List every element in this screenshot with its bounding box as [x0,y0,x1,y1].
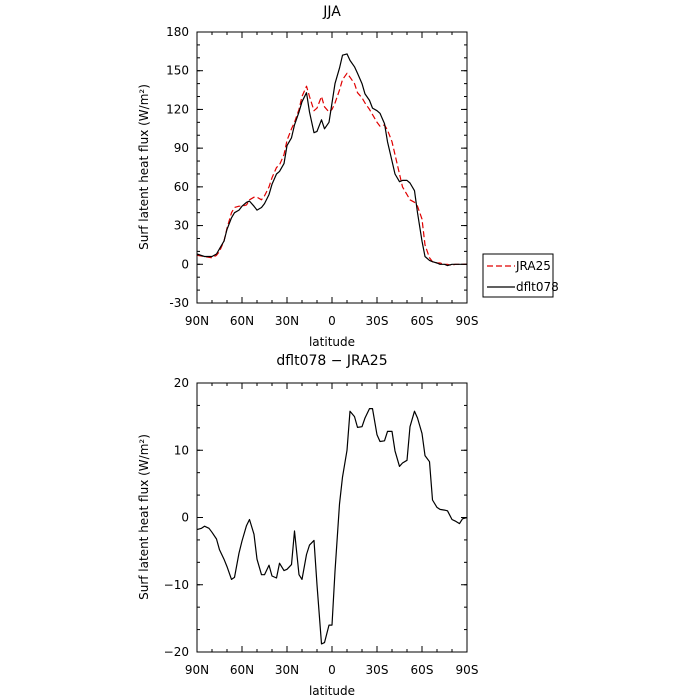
bottom-x-tick-label: 30S [366,663,389,677]
top-legend: JRA25 dflt078 [482,253,559,298]
bottom-x-tick-label: 90S [456,663,479,677]
top-plot-frame [196,31,468,304]
bottom-plot-frame [196,382,468,653]
top-chart-title: JJA [322,4,341,20]
bottom-panel: dflt078 − JRA25 −20 −10 0 10 20 90N 60N 30N 0 30S… [137,353,478,698]
top-series-group [196,53,467,267]
top-y-tick-label: -30 [169,296,189,310]
top-y-tick-label: 120 [166,102,189,116]
bottom-y-tick-label: 0 [181,511,189,525]
bottom-x-tick-label: 60N [230,663,254,677]
top-y-tick-label: 0 [181,257,189,271]
bottom-series-line-series0 [196,408,468,645]
bottom-chart-title: dflt078 − JRA25 [276,353,387,369]
top-y-tick-label: 30 [174,219,189,233]
top-panel: JJA -30 0 30 60 90 120 150 180 90N 60N 30N 0 30S 60S 9… [137,4,559,349]
top-series-line-dflt078 [196,53,467,267]
bottom-x-axis-label: latitude [309,684,355,698]
top-x-tick-label: 60N [230,314,254,328]
bottom-y-tick-label: 20 [174,376,189,390]
bottom-y-axis-label: Surf latent heat flux (W/m²) [137,434,151,600]
top-y-tick-label: 180 [166,25,189,39]
top-x-tick-label: 60S [411,314,434,328]
bottom-x-tick-label: 30N [275,663,299,677]
top-tick-labels: -30 0 30 60 90 120 150 180 90N 60N 30N 0 30S 60S 90S [166,25,478,328]
bottom-x-tick-label: 0 [328,663,336,677]
top-series-line-jra25 [196,72,467,267]
top-x-tick-label: 90S [456,314,479,328]
legend-label-dflt078: dflt078 [516,280,559,294]
bottom-y-tick-label: −20 [164,645,189,659]
top-x-tick-label: 90N [185,314,209,328]
top-x-tick-label: 30N [275,314,299,328]
bottom-tick-labels: −20 −10 0 10 20 90N 60N 30N 0 30S 60S 90S [164,376,479,677]
top-x-tick-label: 0 [328,314,336,328]
bottom-y-tick-label: 10 [174,443,189,457]
bottom-ticks-group [196,382,468,653]
top-ticks-group [196,31,468,304]
top-y-tick-label: 90 [174,141,189,155]
top-x-tick-label: 30S [366,314,389,328]
legend-box [482,253,554,298]
top-x-axis-label: latitude [309,335,355,349]
bottom-series-group [196,408,468,645]
bottom-y-tick-label: −10 [164,578,189,592]
bottom-x-tick-label: 60S [411,663,434,677]
top-y-tick-label: 150 [166,64,189,78]
bottom-x-tick-label: 90N [185,663,209,677]
legend-label-jra25: JRA25 [515,259,551,273]
top-y-axis-label: Surf latent heat flux (W/m²) [137,84,151,250]
top-y-tick-label: 60 [174,180,189,194]
